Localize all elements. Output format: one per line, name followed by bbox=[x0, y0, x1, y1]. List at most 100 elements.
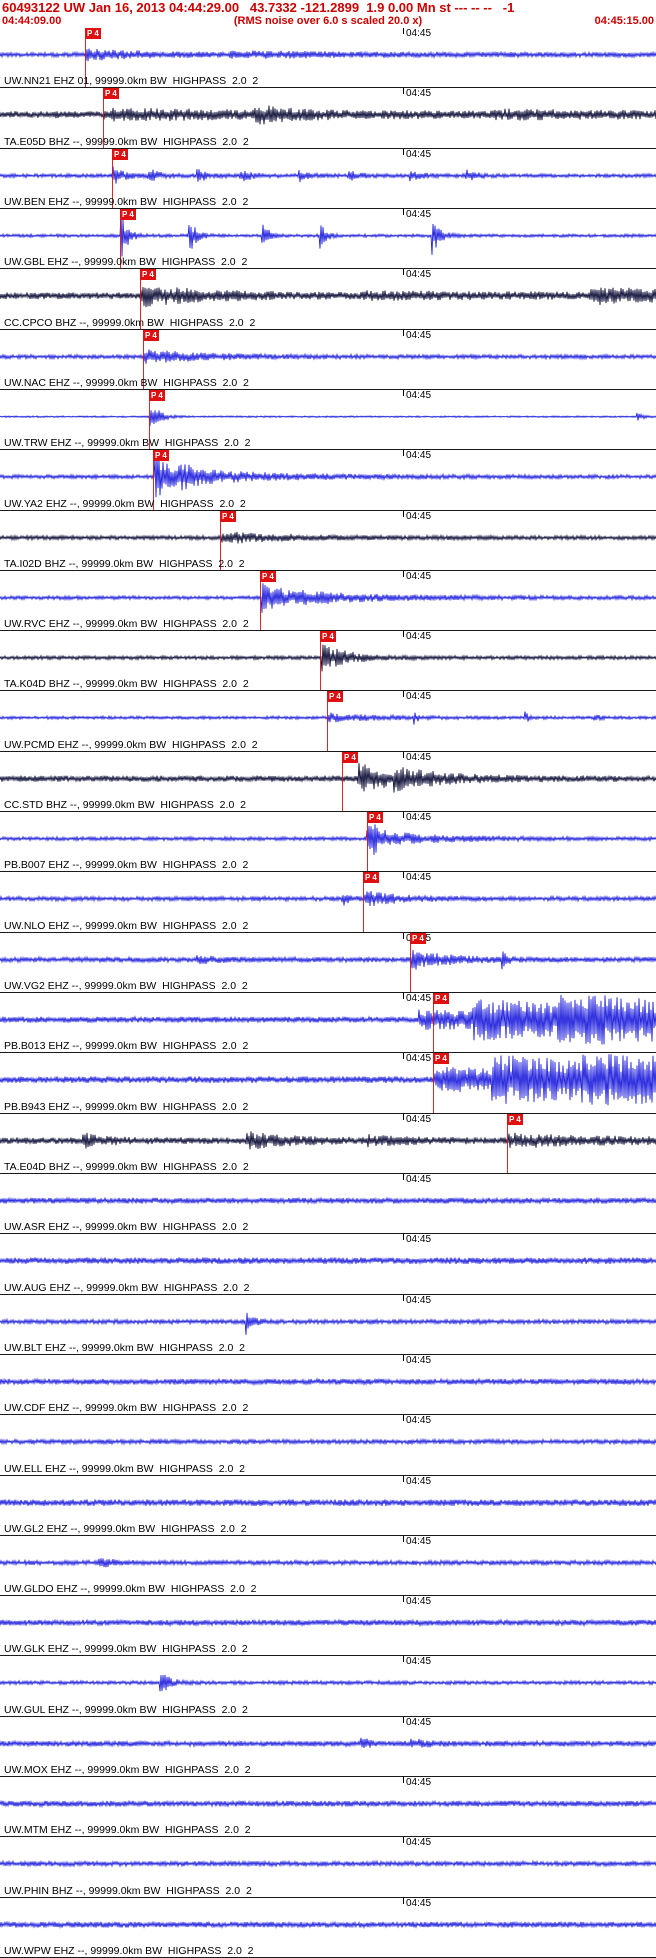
waveform bbox=[0, 287, 656, 308]
trace-row-ta-k04d[interactable]: 04:45 P 4 TA.K04D BHZ --, 99999.0km BW HIG… bbox=[0, 631, 656, 692]
pick-flag[interactable]: P 4 bbox=[367, 812, 383, 824]
waveform bbox=[0, 1675, 656, 1692]
time-tick bbox=[403, 570, 404, 577]
station-label: PB.B013 EHZ --, 99999.0km BW HIGHPASS 2.… bbox=[4, 1040, 249, 1053]
trace-row-pb-b943[interactable]: 04:45 P 4 PB.B943 EHZ --, 99999.0km BW HIG… bbox=[0, 1053, 656, 1114]
time-tick bbox=[403, 1234, 404, 1241]
pick-flag[interactable]: P 4 bbox=[433, 1053, 449, 1065]
trace-row-uw-gbl[interactable]: 04:45 P 4 UW.GBL EHZ --, 99999.0km BW HIGH… bbox=[0, 208, 656, 270]
station-label: UW.WPW EHZ --, 99999.0km BW HIGHPASS 2.0… bbox=[4, 1945, 254, 1957]
pick-flag[interactable]: P 4 bbox=[220, 510, 236, 522]
trace-row-uw-gldo[interactable]: 04:45 UW.GLDO EHZ --, 99999.0km BW HIGHPA… bbox=[0, 1535, 656, 1597]
station-label: TA.K04D BHZ --, 99999.0km BW HIGHPASS 2.… bbox=[4, 678, 249, 691]
pick-flag[interactable]: P 4 bbox=[149, 389, 165, 401]
trace-row-uw-glk[interactable]: 04:45 UW.GLK EHZ --, 99999.0km BW HIGHPAS… bbox=[0, 1596, 656, 1657]
time-tick-label: 04:45 bbox=[406, 1173, 432, 1185]
pick-flag[interactable]: P 4 bbox=[140, 269, 156, 281]
pick-flag[interactable]: P 4 bbox=[320, 631, 336, 643]
trace-row-uw-rvc[interactable]: 04:45 P 4 UW.RVC EHZ --, 99999.0km BW HIGH… bbox=[0, 570, 656, 632]
trace-row-cc-cpco[interactable]: 04:45 P 4 CC.CPCO BHZ --, 99999.0km BW HIG… bbox=[0, 269, 656, 330]
time-tick-label: 04:45 bbox=[406, 1777, 432, 1789]
station-label: UW.MOX EHZ --, 99999.0km BW HIGHPASS 2.0… bbox=[4, 1764, 251, 1777]
time-tick bbox=[403, 88, 404, 95]
trace-row-ta-e05d[interactable]: 04:45 P 4 TA.E05D BHZ --, 99999.0km BW HIG… bbox=[0, 88, 656, 149]
rms-scale-note: (RMS noise over 6.0 s scaled 20.0 x) bbox=[233, 15, 423, 27]
station-label: UW.PHIN BHZ --, 99999.0km BW HIGHPASS 2.… bbox=[4, 1884, 252, 1897]
station-label: UW.ELL EHZ --, 99999.0km BW HIGHPASS 2.0… bbox=[4, 1462, 245, 1475]
trace-row-uw-wpw[interactable]: 04:45 UW.WPW EHZ --, 99999.0km BW HIGHPAS… bbox=[0, 1897, 656, 1958]
pick-flag[interactable]: P 4 bbox=[342, 751, 358, 763]
station-label: UW.CDF EHZ --, 99999.0km BW HIGHPASS 2.0… bbox=[4, 1402, 249, 1415]
pick-flag[interactable]: P 4 bbox=[327, 691, 343, 703]
time-tick bbox=[403, 932, 404, 939]
trace-row-uw-mtm[interactable]: 04:45 UW.MTM EHZ --, 99999.0km BW HIGHPAS… bbox=[0, 1777, 656, 1838]
trace-row-uw-trw[interactable]: 04:45 P 4 UW.TRW EHZ --, 99999.0km BW HIGH… bbox=[0, 389, 656, 451]
pick-flag[interactable]: P 4 bbox=[103, 88, 119, 100]
trace-row-uw-cdf[interactable]: 04:45 UW.CDF EHZ --, 99999.0km BW HIGHPAS… bbox=[0, 1354, 656, 1416]
pick-flag[interactable]: P 4 bbox=[120, 208, 136, 220]
pick-line bbox=[342, 751, 343, 812]
waveform bbox=[0, 48, 656, 62]
trace-row-ta-i02d[interactable]: 04:45 P 4 TA.I02D BHZ --, 99999.0km BW HIG… bbox=[0, 510, 656, 571]
station-label: TA.E05D BHZ --, 99999.0km BW HIGHPASS 2.… bbox=[4, 135, 249, 148]
trace-row-uw-ben[interactable]: 04:45 P 4 UW.BEN EHZ --, 99999.0km BW HIGH… bbox=[0, 148, 656, 209]
trace-row-uw-pcmd[interactable]: 04:45 P 4 UW.PCMD EHZ --, 99999.0km BW HIG… bbox=[0, 691, 656, 752]
trace-row-ta-e04d[interactable]: 04:45 P 4 TA.E04D BHZ --, 99999.0km BW HIG… bbox=[0, 1113, 656, 1174]
pick-line bbox=[140, 269, 141, 329]
window-start-time: 04:44:09.00 bbox=[2, 15, 62, 27]
time-tick bbox=[403, 1897, 404, 1904]
trace-row-uw-blt[interactable]: 04:45 UW.BLT EHZ --, 99999.0km BW HIGHPAS… bbox=[0, 1294, 656, 1355]
time-tick bbox=[403, 28, 404, 34]
trace-row-uw-aug[interactable]: 04:45 UW.AUG EHZ --, 99999.0km BW HIGHPAS… bbox=[0, 1234, 656, 1295]
trace-row-uw-nn21[interactable]: 04:45 P 4 UW.NN21 EHZ 01, 99999.0km BW HIG… bbox=[0, 28, 656, 89]
pick-flag[interactable]: P 4 bbox=[143, 329, 159, 341]
pick-line bbox=[320, 631, 321, 691]
trace-row-uw-gul[interactable]: 04:45 UW.GUL EHZ --, 99999.0km BW HIGHPAS… bbox=[0, 1656, 656, 1717]
time-window-bar: 04:44:09.00 (RMS noise over 6.0 s scaled… bbox=[0, 15, 656, 28]
pick-line bbox=[143, 329, 144, 389]
trace-row-cc-std[interactable]: 04:45 P 4 CC.STD BHZ --, 99999.0km BW HIGH… bbox=[0, 751, 656, 813]
time-tick-label: 04:45 bbox=[406, 269, 432, 281]
pick-flag[interactable]: P 4 bbox=[153, 450, 169, 462]
pick-line bbox=[220, 510, 221, 570]
station-label: UW.GL2 EHZ --, 99999.0km BW HIGHPASS 2.0… bbox=[4, 1522, 247, 1535]
trace-row-uw-mox[interactable]: 04:45 UW.MOX EHZ --, 99999.0km BW HIGHPAS… bbox=[0, 1716, 656, 1778]
pick-flag[interactable]: P 4 bbox=[260, 570, 276, 582]
pick-line bbox=[363, 872, 364, 932]
time-tick-label: 04:45 bbox=[406, 450, 432, 462]
trace-row-uw-nac[interactable]: 04:45 P 4 UW.NAC EHZ --, 99999.0km BW HIGH… bbox=[0, 329, 656, 390]
waveform bbox=[0, 711, 656, 726]
waveform bbox=[0, 1377, 656, 1387]
pick-flag[interactable]: P 4 bbox=[363, 872, 379, 884]
time-tick bbox=[403, 631, 404, 638]
station-label: UW.GUL EHZ --, 99999.0km BW HIGHPASS 2.0… bbox=[4, 1703, 248, 1716]
trace-row-pb-b007[interactable]: 04:45 P 4 PB.B007 EHZ --, 99999.0km BW HIG… bbox=[0, 812, 656, 873]
trace-row-uw-asr[interactable]: 04:45 UW.ASR EHZ --, 99999.0km BW HIGHPAS… bbox=[0, 1173, 656, 1235]
time-tick-label: 04:45 bbox=[406, 1234, 432, 1246]
trace-row-uw-ell[interactable]: 04:45 UW.ELL EHZ --, 99999.0km BW HIGHPAS… bbox=[0, 1415, 656, 1476]
trace-row-pb-b013[interactable]: 04:45 P 4 PB.B013 EHZ --, 99999.0km BW HIG… bbox=[0, 993, 656, 1054]
time-tick bbox=[403, 269, 404, 276]
time-tick-label: 04:45 bbox=[406, 1294, 432, 1306]
time-tick-label: 04:45 bbox=[406, 872, 432, 884]
pick-flag[interactable]: P 4 bbox=[433, 993, 449, 1004]
pick-line bbox=[112, 148, 113, 208]
trace-row-uw-gl2[interactable]: 04:45 UW.GL2 EHZ --, 99999.0km BW HIGHPAS… bbox=[0, 1475, 656, 1536]
trace-row-uw-nlo[interactable]: 04:45 P 4 UW.NLO EHZ --, 99999.0km BW HIGH… bbox=[0, 872, 656, 933]
time-tick-label: 04:45 bbox=[406, 1475, 432, 1487]
pick-flag[interactable]: P 4 bbox=[410, 932, 426, 944]
time-tick bbox=[403, 1716, 404, 1723]
pick-line bbox=[153, 450, 154, 510]
pick-flag[interactable]: P 4 bbox=[85, 28, 101, 39]
pick-flag[interactable]: P 4 bbox=[112, 148, 128, 160]
trace-row-uw-vg2[interactable]: 04:45P 4UW.VG2 EHZ --, 99999.0km BW HIGH… bbox=[0, 932, 656, 993]
pick-flag[interactable]: P 4 bbox=[507, 1113, 523, 1125]
pick-line bbox=[433, 1053, 434, 1113]
station-label: UW.PCMD EHZ --, 99999.0km BW HIGHPASS 2.… bbox=[4, 738, 258, 751]
trace-row-uw-ya2[interactable]: 04:45 P 4 UW.YA2 EHZ --, 99999.0km BW HIGH… bbox=[0, 450, 656, 511]
waveform bbox=[0, 531, 656, 543]
waveform bbox=[0, 1312, 656, 1335]
station-label: UW.GBL EHZ --, 99999.0km BW HIGHPASS 2.0… bbox=[4, 256, 248, 269]
trace-row-uw-phin[interactable]: 04:45 UW.PHIN BHZ --, 99999.0km BW HIGHPA… bbox=[0, 1837, 656, 1898]
